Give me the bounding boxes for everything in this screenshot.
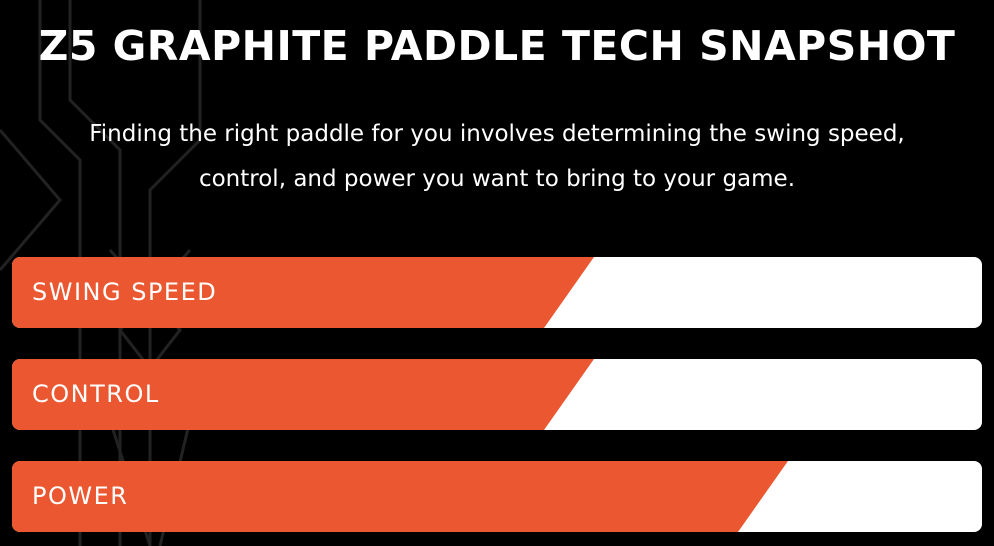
control-bar: CONTROL — [12, 359, 982, 430]
subtitle: Finding the right paddle for you involve… — [0, 112, 994, 202]
control-fill — [12, 359, 594, 430]
power-label: POWER — [32, 482, 129, 510]
subtitle-line: Finding the right paddle for you involve… — [89, 121, 905, 147]
subtitle-line: control, and power you want to bring to … — [198, 166, 796, 192]
swing-speed-bar: SWING SPEED — [12, 257, 982, 328]
control-label: CONTROL — [32, 380, 160, 408]
swing-speed-fill — [12, 257, 594, 328]
power-fill — [12, 461, 788, 532]
power-bar: POWER — [12, 461, 982, 532]
page-title: Z5 GRAPHITE PADDLE TECH SNAPSHOT — [38, 22, 956, 70]
swing-speed-label: SWING SPEED — [32, 278, 218, 306]
